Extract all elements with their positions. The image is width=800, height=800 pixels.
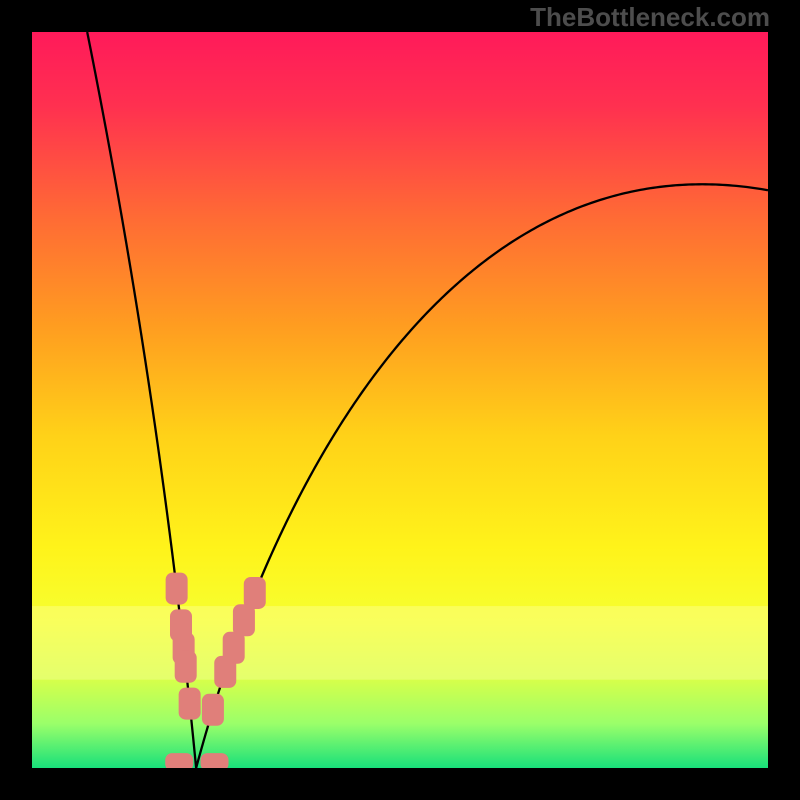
plot-area	[32, 32, 768, 768]
curve-marker-bottom-0	[165, 753, 193, 768]
pale-band	[32, 606, 768, 680]
curve-marker-bottom-1	[201, 753, 229, 768]
curve-marker-left-4	[179, 688, 201, 720]
curve-layer	[32, 32, 768, 768]
curve-marker-right-0	[244, 577, 266, 609]
curve-marker-left-0	[166, 573, 188, 605]
curve-marker-right-3	[214, 656, 236, 688]
chart-stage: TheBottleneck.com	[0, 0, 800, 800]
curve-marker-right-1	[233, 604, 255, 636]
curve-marker-right-4	[202, 694, 224, 726]
watermark-text: TheBottleneck.com	[530, 2, 770, 33]
curve-marker-left-3	[175, 651, 197, 683]
